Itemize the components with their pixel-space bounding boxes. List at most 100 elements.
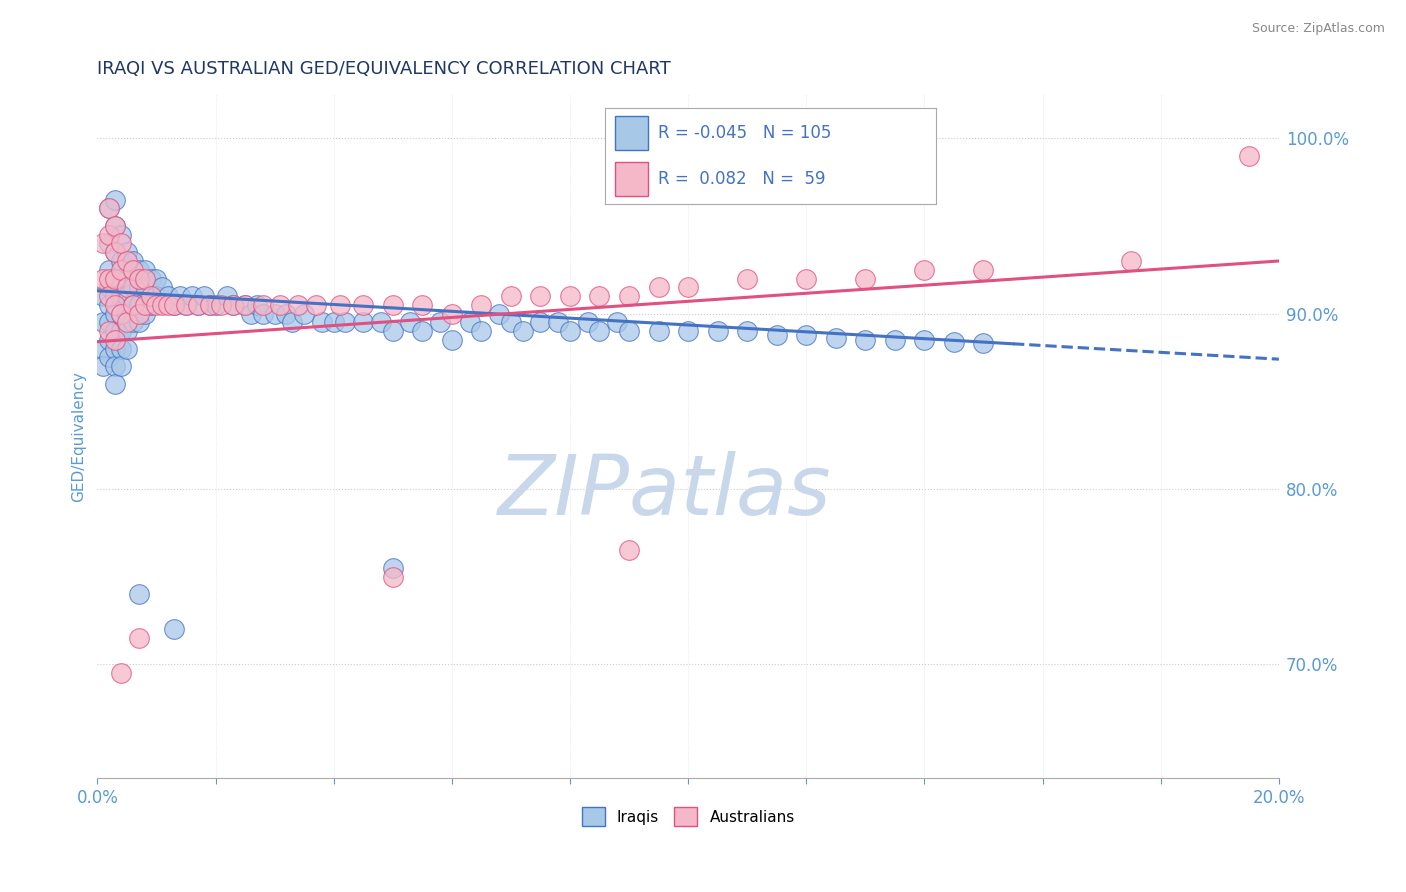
Point xyxy=(139,289,162,303)
Point xyxy=(1239,149,1261,163)
Point xyxy=(139,298,162,312)
Point xyxy=(134,262,156,277)
Point xyxy=(499,315,522,329)
Point xyxy=(735,271,758,285)
Point xyxy=(115,289,138,303)
Point xyxy=(110,666,132,681)
Text: ZIPatlas: ZIPatlas xyxy=(498,450,831,532)
Point xyxy=(824,331,846,345)
Point xyxy=(458,315,481,329)
Point xyxy=(547,315,569,329)
Point xyxy=(104,342,127,356)
Point xyxy=(187,298,209,312)
Point xyxy=(233,298,256,312)
Point xyxy=(91,342,114,356)
Point xyxy=(529,315,551,329)
Point xyxy=(98,298,121,312)
Point xyxy=(110,307,132,321)
Point xyxy=(98,227,121,242)
Point xyxy=(104,298,127,312)
Point xyxy=(198,298,221,312)
Point xyxy=(269,298,291,312)
Point xyxy=(98,333,121,347)
Point xyxy=(121,298,143,312)
Point xyxy=(335,315,357,329)
Point xyxy=(163,298,186,312)
Point xyxy=(276,307,298,321)
Point xyxy=(98,202,121,216)
Point xyxy=(853,271,876,285)
Point xyxy=(104,245,127,260)
Point xyxy=(794,327,817,342)
Point xyxy=(104,376,127,391)
Point xyxy=(676,280,699,294)
Point xyxy=(121,262,143,277)
Point xyxy=(617,289,640,303)
Point xyxy=(115,324,138,338)
Point xyxy=(91,236,114,251)
Point xyxy=(174,298,197,312)
Point xyxy=(115,254,138,268)
Point xyxy=(110,254,132,268)
Point xyxy=(110,262,132,277)
Point xyxy=(1121,254,1143,268)
Point xyxy=(91,359,114,374)
Point xyxy=(139,271,162,285)
Point xyxy=(488,307,510,321)
Point xyxy=(163,298,186,312)
Point xyxy=(588,324,610,338)
Point xyxy=(329,298,352,312)
Point xyxy=(128,262,150,277)
Point xyxy=(222,298,245,312)
Point xyxy=(204,298,226,312)
Point xyxy=(512,324,534,338)
Point xyxy=(972,336,994,351)
Point xyxy=(128,280,150,294)
Point xyxy=(912,333,935,347)
Point xyxy=(91,289,114,303)
Point xyxy=(174,298,197,312)
Point xyxy=(145,289,167,303)
Point xyxy=(292,307,315,321)
Point xyxy=(115,315,138,329)
Point xyxy=(104,193,127,207)
Point xyxy=(647,280,669,294)
Point xyxy=(157,298,180,312)
Point xyxy=(311,315,333,329)
Point xyxy=(942,334,965,349)
Text: Source: ZipAtlas.com: Source: ZipAtlas.com xyxy=(1251,22,1385,36)
Point xyxy=(104,307,127,321)
Point xyxy=(470,324,492,338)
Point xyxy=(187,298,209,312)
Point xyxy=(104,219,127,233)
Text: IRAQI VS AUSTRALIAN GED/EQUIVALENCY CORRELATION CHART: IRAQI VS AUSTRALIAN GED/EQUIVALENCY CORR… xyxy=(97,60,671,78)
Point xyxy=(399,315,422,329)
Point xyxy=(305,298,328,312)
Point xyxy=(676,324,699,338)
Point xyxy=(157,289,180,303)
Point xyxy=(322,315,344,329)
Point xyxy=(576,315,599,329)
Point xyxy=(104,219,127,233)
Point xyxy=(98,271,121,285)
Point xyxy=(239,307,262,321)
Point xyxy=(104,324,127,338)
Point xyxy=(104,271,127,285)
Point xyxy=(104,359,127,374)
Point xyxy=(429,315,451,329)
Point xyxy=(98,351,121,365)
Point xyxy=(115,280,138,294)
Point xyxy=(381,324,404,338)
Point xyxy=(794,271,817,285)
Point xyxy=(104,333,127,347)
Point xyxy=(588,289,610,303)
Point xyxy=(98,202,121,216)
Point xyxy=(558,324,581,338)
Point xyxy=(110,359,132,374)
Point xyxy=(193,289,215,303)
Point xyxy=(110,324,132,338)
Point xyxy=(440,307,463,321)
Point xyxy=(381,569,404,583)
Point xyxy=(263,307,285,321)
Point xyxy=(104,289,127,303)
